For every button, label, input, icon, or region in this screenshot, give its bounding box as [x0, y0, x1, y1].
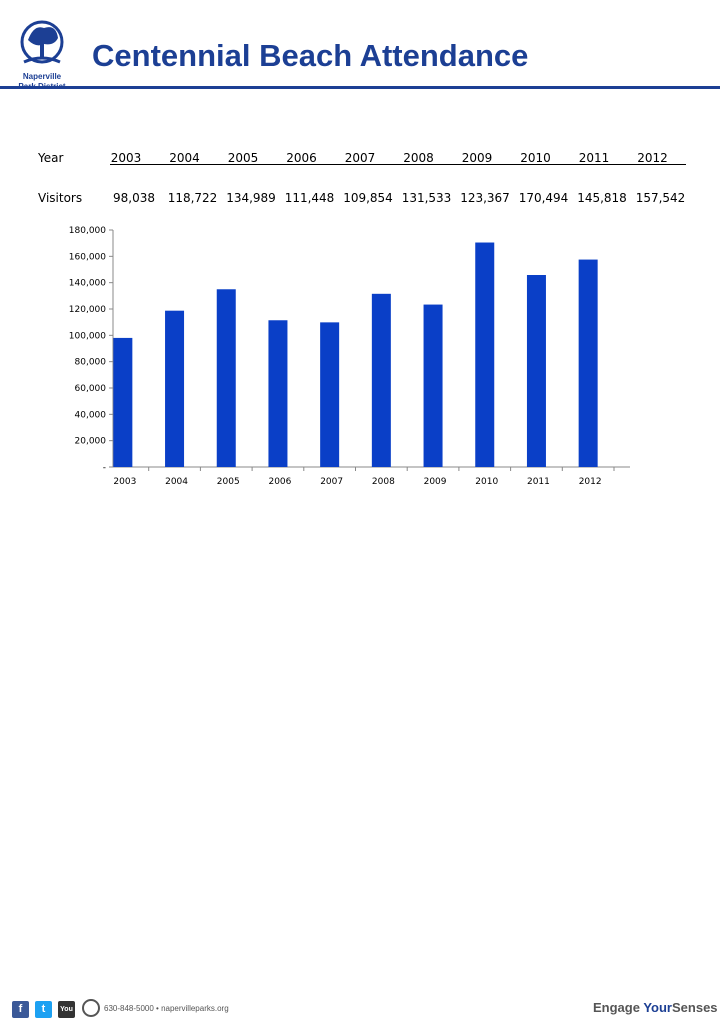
- y-tick-label: 140,000: [69, 279, 106, 289]
- y-tick-label: 20,000: [75, 437, 107, 447]
- x-tick-label: 2008: [372, 477, 395, 487]
- y-tick-label: 180,000: [69, 226, 106, 236]
- visitors-cell: 118,722: [167, 191, 218, 205]
- y-tick-label: 160,000: [69, 252, 106, 262]
- y-tick-label: 40,000: [75, 410, 107, 420]
- twitter-icon[interactable]: t: [35, 1001, 52, 1018]
- bar: [526, 275, 546, 467]
- page-title: Centennial Beach Attendance: [92, 38, 529, 73]
- bar: [216, 289, 236, 467]
- x-tick-label: 2003: [113, 477, 136, 487]
- title-divider: [0, 86, 720, 89]
- visitors-cell: 145,818: [577, 191, 627, 205]
- tagline-part-2: Your: [643, 1000, 672, 1015]
- x-tick-label: 2010: [475, 477, 498, 487]
- tagline: Engage YourSenses: [593, 1000, 718, 1015]
- tagline-part-3: Senses: [672, 1000, 718, 1015]
- year-cell: 2004: [169, 151, 200, 165]
- youtube-icon[interactable]: You: [58, 1001, 75, 1018]
- visitors-cell: 134,989: [226, 191, 276, 205]
- city-seal-icon: [82, 999, 100, 1017]
- year-cell: 2012: [637, 151, 668, 165]
- visitors-cell: 123,367: [460, 191, 510, 205]
- contact-info: 630-848-5000 • napervilleparks.org: [104, 1004, 229, 1013]
- attendance-bar-chart: - 20,000 40,000 60,000 80,000 100,000 120,000 1…: [69, 226, 630, 487]
- year-cell: 2011: [578, 151, 610, 165]
- x-tick-label: 2007: [320, 477, 343, 487]
- y-tick-label: 80,000: [75, 358, 107, 368]
- visitors-cell: 131,533: [401, 191, 452, 205]
- x-tick-label: 2005: [217, 477, 240, 487]
- visitors-cell: 109,854: [343, 191, 393, 205]
- x-tick-label: 2009: [424, 477, 447, 487]
- visitors-cell: 111,448: [284, 191, 335, 205]
- year-cell: 2009: [461, 151, 493, 165]
- visitors-cell: 98,038: [113, 191, 155, 205]
- visitors-row-label: Visitors: [38, 191, 83, 205]
- bar: [423, 304, 443, 467]
- tree-logo-icon: [20, 20, 64, 64]
- tagline-part-1: Engage: [593, 1000, 644, 1015]
- bar: [320, 322, 340, 467]
- table-divider: [110, 164, 686, 165]
- year-row-label: Year: [38, 151, 64, 165]
- logo-line-1: Naperville: [22, 72, 62, 81]
- x-tick-label: 2011: [527, 477, 550, 487]
- bar: [268, 320, 288, 467]
- x-tick-label: 2006: [268, 477, 291, 487]
- facebook-icon[interactable]: f: [12, 1001, 29, 1018]
- x-tick-label: 2012: [579, 477, 602, 487]
- bar: [113, 337, 133, 467]
- bar: [165, 310, 185, 467]
- year-cell: 2008: [403, 151, 434, 165]
- x-tick-label: 2004: [165, 477, 188, 487]
- y-tick-label: 120,000: [69, 305, 106, 315]
- year-cell: 2010: [520, 151, 551, 165]
- y-tick-label: 100,000: [69, 331, 106, 341]
- y-tick-label: 60,000: [75, 384, 107, 394]
- year-cell: 2003: [110, 151, 142, 165]
- visitors-cell: 170,494: [518, 191, 569, 205]
- bar: [371, 293, 391, 467]
- year-cell: 2005: [227, 151, 259, 165]
- footer: f t You 630-848-5000 • napervilleparks.o…: [0, 496, 720, 1018]
- year-cell: 2006: [286, 151, 317, 165]
- bar: [475, 242, 495, 467]
- bar: [578, 259, 598, 467]
- y-tick-label: -: [103, 463, 106, 473]
- visitors-cell: 157,542: [635, 191, 686, 205]
- year-cell: 2007: [344, 151, 376, 165]
